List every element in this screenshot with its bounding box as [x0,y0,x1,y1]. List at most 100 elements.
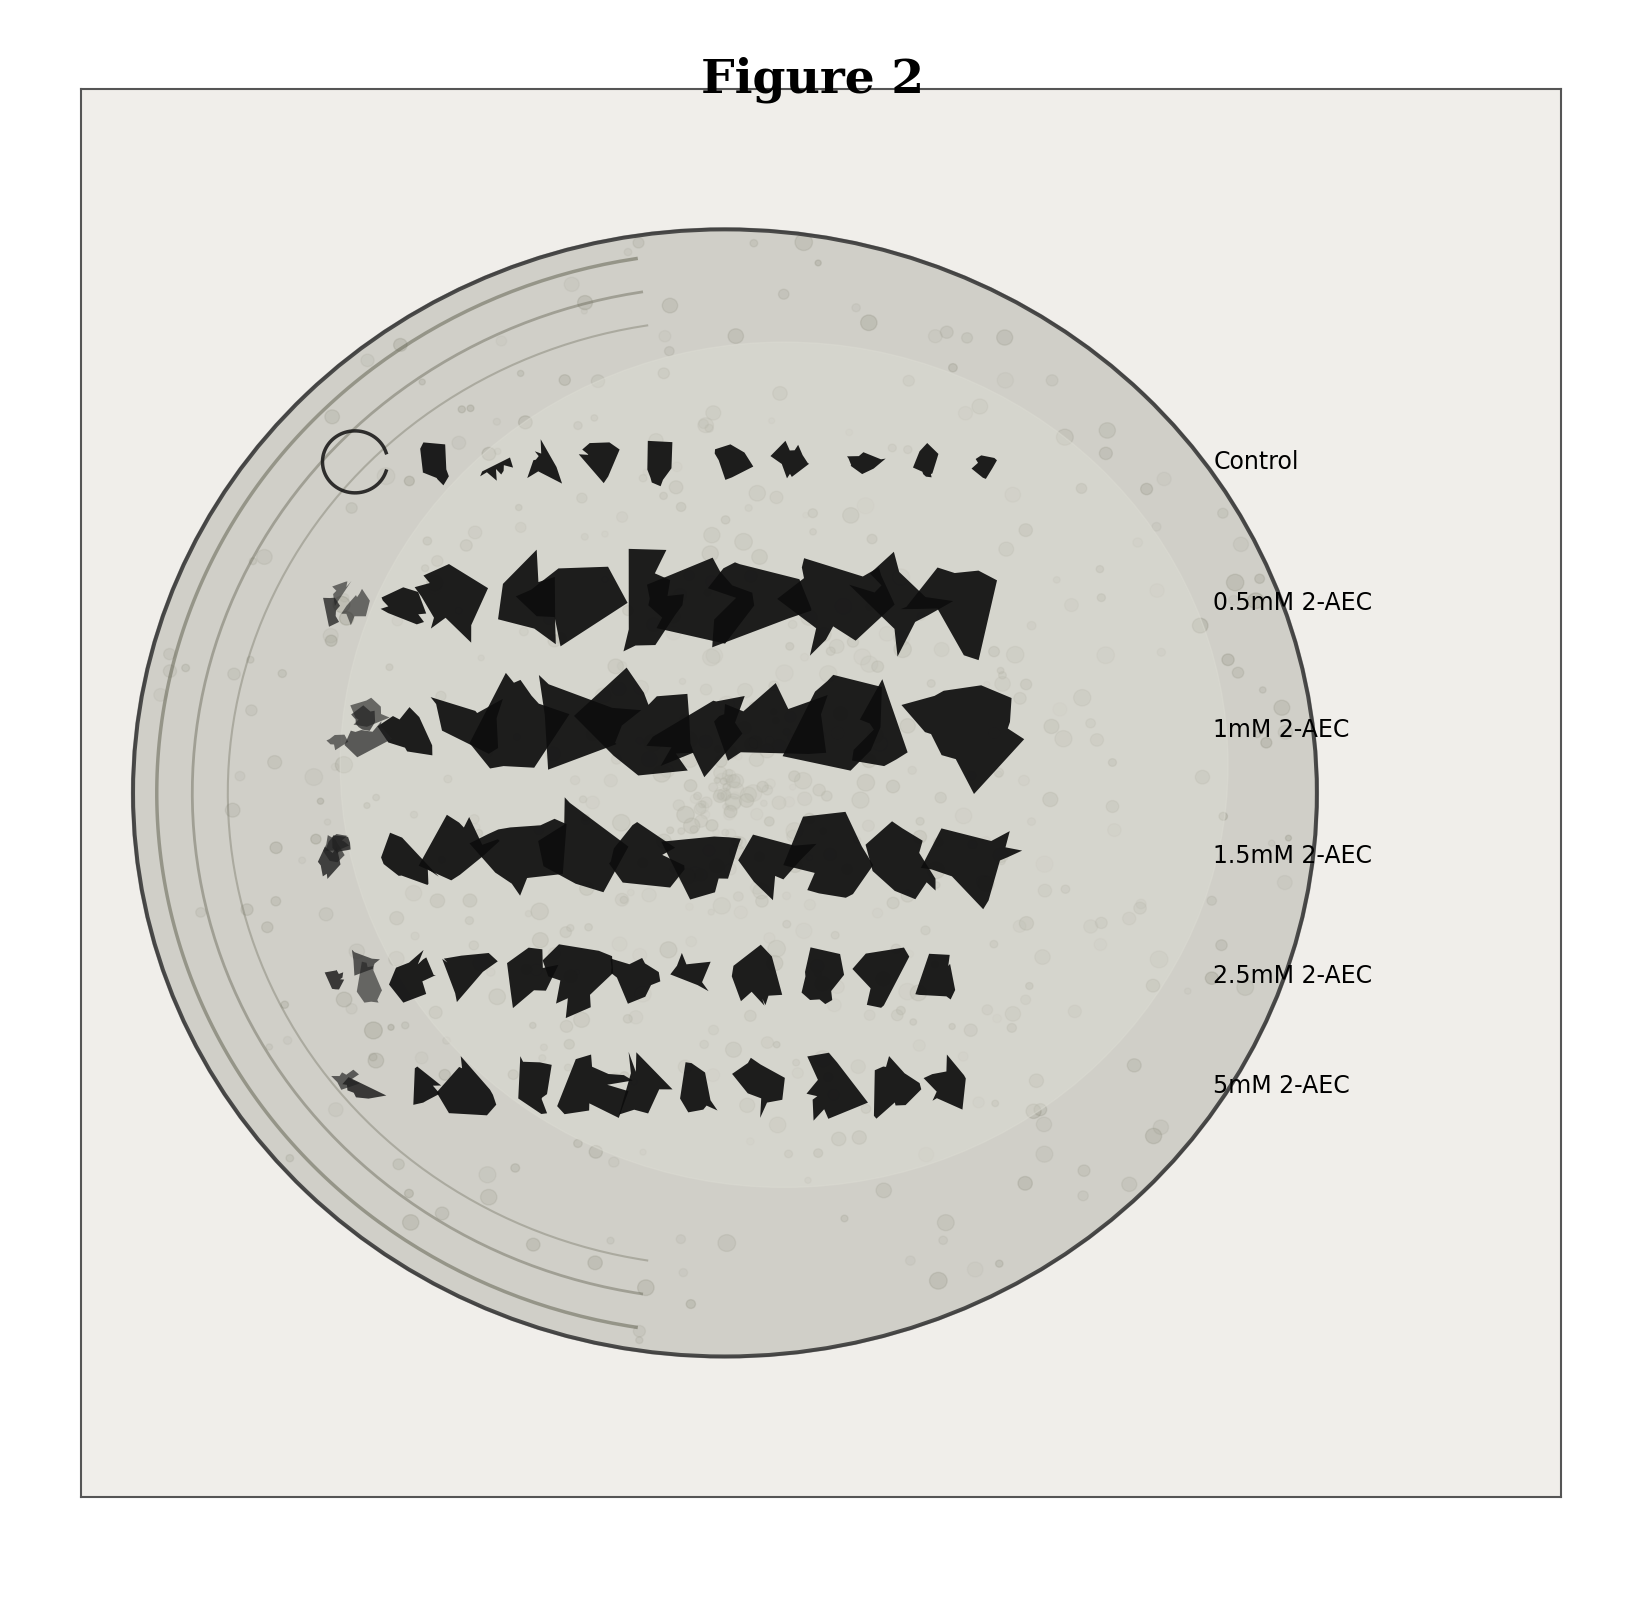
Circle shape [1026,1104,1041,1119]
Circle shape [1216,940,1228,950]
Circle shape [810,960,824,972]
Circle shape [1091,734,1104,745]
Text: 0.5mM 2-AEC: 0.5mM 2-AEC [1213,591,1372,615]
Circle shape [727,774,740,787]
Circle shape [815,969,821,977]
Circle shape [415,1051,428,1064]
Circle shape [564,1064,572,1071]
Circle shape [901,890,914,902]
Circle shape [405,477,415,486]
Circle shape [769,1117,785,1133]
Polygon shape [784,811,873,898]
Circle shape [862,1104,872,1114]
Circle shape [756,781,769,792]
Circle shape [346,502,358,514]
Circle shape [907,766,917,774]
Circle shape [764,816,774,826]
Circle shape [611,1072,620,1082]
Circle shape [286,1154,294,1162]
Circle shape [699,800,706,808]
Circle shape [1158,649,1166,657]
Circle shape [519,415,532,428]
Polygon shape [558,1055,633,1117]
Circle shape [628,889,634,895]
Polygon shape [324,836,345,863]
Polygon shape [714,683,828,762]
Circle shape [647,618,662,631]
Polygon shape [345,721,392,757]
Circle shape [935,642,950,657]
Circle shape [455,607,463,615]
Circle shape [641,752,657,766]
Circle shape [972,1096,984,1108]
Circle shape [650,739,662,749]
Circle shape [667,610,680,623]
Circle shape [1278,726,1293,739]
Circle shape [725,797,740,811]
Circle shape [582,816,590,824]
Circle shape [805,1177,811,1183]
Circle shape [257,549,272,565]
Circle shape [1260,687,1267,692]
Circle shape [340,341,1228,1188]
Text: Figure 2: Figure 2 [701,56,925,103]
Circle shape [613,815,629,831]
Circle shape [706,647,722,663]
Circle shape [377,469,395,485]
Circle shape [436,691,446,700]
Circle shape [337,992,351,1006]
Circle shape [659,330,672,341]
Text: 2.5mM 2-AEC: 2.5mM 2-AEC [1213,964,1372,989]
Circle shape [1146,979,1159,992]
Circle shape [608,658,623,673]
Circle shape [247,657,254,663]
Circle shape [478,655,485,660]
Circle shape [800,654,808,662]
Circle shape [1150,952,1167,968]
Circle shape [702,546,719,562]
Circle shape [615,894,629,906]
Circle shape [977,876,993,892]
Circle shape [706,819,719,831]
Polygon shape [325,834,350,852]
Circle shape [828,1088,839,1101]
Circle shape [667,828,673,834]
Circle shape [686,1299,696,1309]
Circle shape [611,683,626,696]
Circle shape [756,895,767,906]
Polygon shape [920,829,1023,910]
Circle shape [816,628,831,642]
Circle shape [867,573,873,578]
Polygon shape [380,588,426,625]
Circle shape [332,763,338,771]
Polygon shape [543,945,613,1018]
Circle shape [989,728,1000,739]
Circle shape [574,1013,590,1027]
Circle shape [725,774,733,782]
Circle shape [1158,472,1171,486]
Circle shape [769,419,774,423]
Circle shape [714,766,727,779]
Circle shape [405,1190,413,1198]
Circle shape [782,921,790,927]
Circle shape [467,406,473,412]
Circle shape [1151,523,1161,531]
Circle shape [854,649,872,665]
Circle shape [759,744,774,758]
Circle shape [886,781,899,792]
Circle shape [831,1132,846,1146]
Circle shape [1021,995,1031,1005]
Circle shape [717,789,732,800]
Circle shape [691,794,701,803]
Circle shape [842,865,852,874]
Circle shape [532,903,548,919]
Circle shape [764,736,774,745]
Circle shape [133,229,1317,1356]
Circle shape [439,857,446,863]
Circle shape [481,448,496,460]
Polygon shape [647,696,745,778]
Circle shape [571,776,580,784]
Circle shape [1068,1005,1081,1018]
Circle shape [605,774,618,787]
Polygon shape [782,675,881,771]
